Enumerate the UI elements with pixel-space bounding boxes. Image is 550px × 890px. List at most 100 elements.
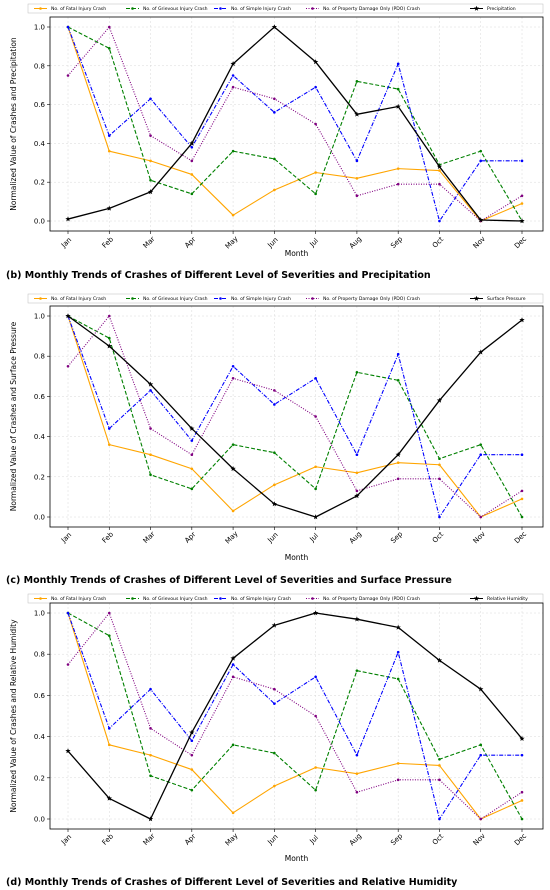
data-point: [396, 762, 400, 765]
x-tick-label: Feb: [101, 235, 116, 250]
x-tick-label: Dec: [513, 530, 528, 545]
x-tick-label: Jul: [308, 834, 320, 846]
legend-item: No. of Fatal Injury Crash: [34, 596, 106, 602]
data-point: [271, 24, 278, 30]
y-tick-label: 0.6: [34, 692, 46, 700]
y-tick-label: 0.0: [34, 816, 45, 824]
data-point: [189, 425, 195, 431]
legend-label: No. of Fatal Injury Crash: [51, 6, 106, 12]
x-tick-label: Apr: [183, 530, 197, 544]
data-point: [396, 677, 400, 681]
plot-frame: [49, 16, 544, 232]
series-line: [67, 26, 523, 222]
data-point: [231, 443, 235, 446]
data-point: [355, 159, 359, 163]
data-point: [520, 515, 524, 519]
data-point: [479, 453, 483, 456]
data-point: [190, 739, 194, 743]
data-point: [520, 453, 524, 456]
data-point: [396, 87, 400, 91]
legend: No. of Fatal Injury Crash No. of Grievous…: [27, 3, 544, 14]
legend-label: No. of Grievous Injury Crash: [143, 6, 208, 12]
legend-marker: [219, 7, 222, 10]
data-point: [312, 59, 319, 65]
y-axis-label: Normalized Value of Crashes and Surface …: [9, 321, 18, 511]
data-point: [312, 514, 319, 520]
chart-precipitation: No. of Fatal Injury Crash No. of Grievous…: [9, 3, 544, 258]
data-point: [273, 389, 276, 392]
plot-frame: [49, 602, 544, 830]
x-tick-label: Jun: [266, 531, 280, 545]
data-point: [314, 766, 317, 769]
legend-item: No. of Grievous Injury Crash: [126, 596, 208, 602]
data-point: [395, 624, 401, 630]
y-tick-label: 0.4: [34, 433, 46, 441]
series-line: [67, 612, 523, 820]
data-point: [190, 467, 194, 471]
legend-item: No. of Property Damage Only (PDO) Crash: [306, 296, 420, 302]
legend-marker: [311, 597, 314, 600]
series-no-of-simple-injury-crash: [66, 611, 524, 821]
data-point: [65, 313, 71, 319]
legend-frame: [27, 3, 544, 14]
legend-marker: [311, 7, 314, 10]
data-point: [190, 173, 194, 176]
legend-label: No. of Property Damage Only (PDO) Crash: [323, 6, 420, 12]
y-tick-label: 1.0: [34, 313, 45, 321]
data-point: [149, 727, 152, 730]
data-point: [273, 751, 276, 755]
data-point: [438, 463, 441, 467]
series-surface-pressure: [65, 313, 525, 520]
chart-panel-relative-humidity: No. of Fatal Injury Crash No. of Grievous…: [0, 590, 550, 890]
data-point: [520, 194, 524, 198]
series-no-of-grievous-injury-crash: [66, 25, 524, 223]
data-point: [479, 817, 483, 821]
data-point: [147, 381, 154, 387]
legend-label: No. of Grievous Injury Crash: [143, 596, 208, 602]
data-point: [314, 377, 317, 380]
data-point: [271, 501, 278, 507]
data-point: [231, 74, 235, 77]
series-relative-humidity: [65, 610, 525, 822]
y-tick-label: 1.0: [34, 610, 45, 618]
series-line: [67, 26, 522, 222]
data-point: [438, 764, 441, 767]
series-line: [67, 612, 523, 820]
y-tick-label: 0.0: [34, 514, 45, 522]
x-tick-label: Jan: [59, 531, 73, 545]
data-point: [520, 790, 524, 794]
data-point: [149, 473, 152, 477]
data-point: [436, 657, 443, 663]
caption-precipitation: (b) Monthly Trends of Crashes of Differe…: [6, 270, 431, 281]
data-point: [106, 205, 112, 211]
data-point: [107, 743, 111, 747]
y-tick-label: 0.2: [34, 179, 45, 187]
legend-marker: [39, 7, 42, 10]
data-point: [438, 477, 441, 481]
data-point: [107, 134, 111, 137]
legend-marker: [311, 297, 314, 300]
data-point: [189, 140, 195, 146]
data-point: [395, 451, 401, 457]
data-point: [520, 817, 524, 821]
data-point: [106, 795, 112, 801]
data-point: [107, 727, 111, 730]
data-point: [479, 443, 483, 446]
data-point: [231, 663, 235, 666]
data-point: [396, 352, 400, 356]
data-point: [149, 97, 152, 101]
legend-marker: [131, 597, 134, 600]
x-axis-label: Month: [285, 854, 309, 863]
data-point: [107, 25, 111, 29]
data-point: [149, 453, 152, 456]
data-point: [190, 753, 194, 757]
data-point: [107, 336, 111, 340]
data-point: [66, 611, 70, 615]
data-point: [66, 663, 70, 666]
legend-label: No. of Property Damage Only (PDO) Crash: [323, 596, 420, 602]
data-point: [354, 493, 360, 499]
x-tick-label: Aug: [348, 235, 363, 250]
x-tick-label: Jun: [266, 236, 280, 250]
data-point: [314, 192, 317, 196]
data-point: [273, 451, 276, 454]
